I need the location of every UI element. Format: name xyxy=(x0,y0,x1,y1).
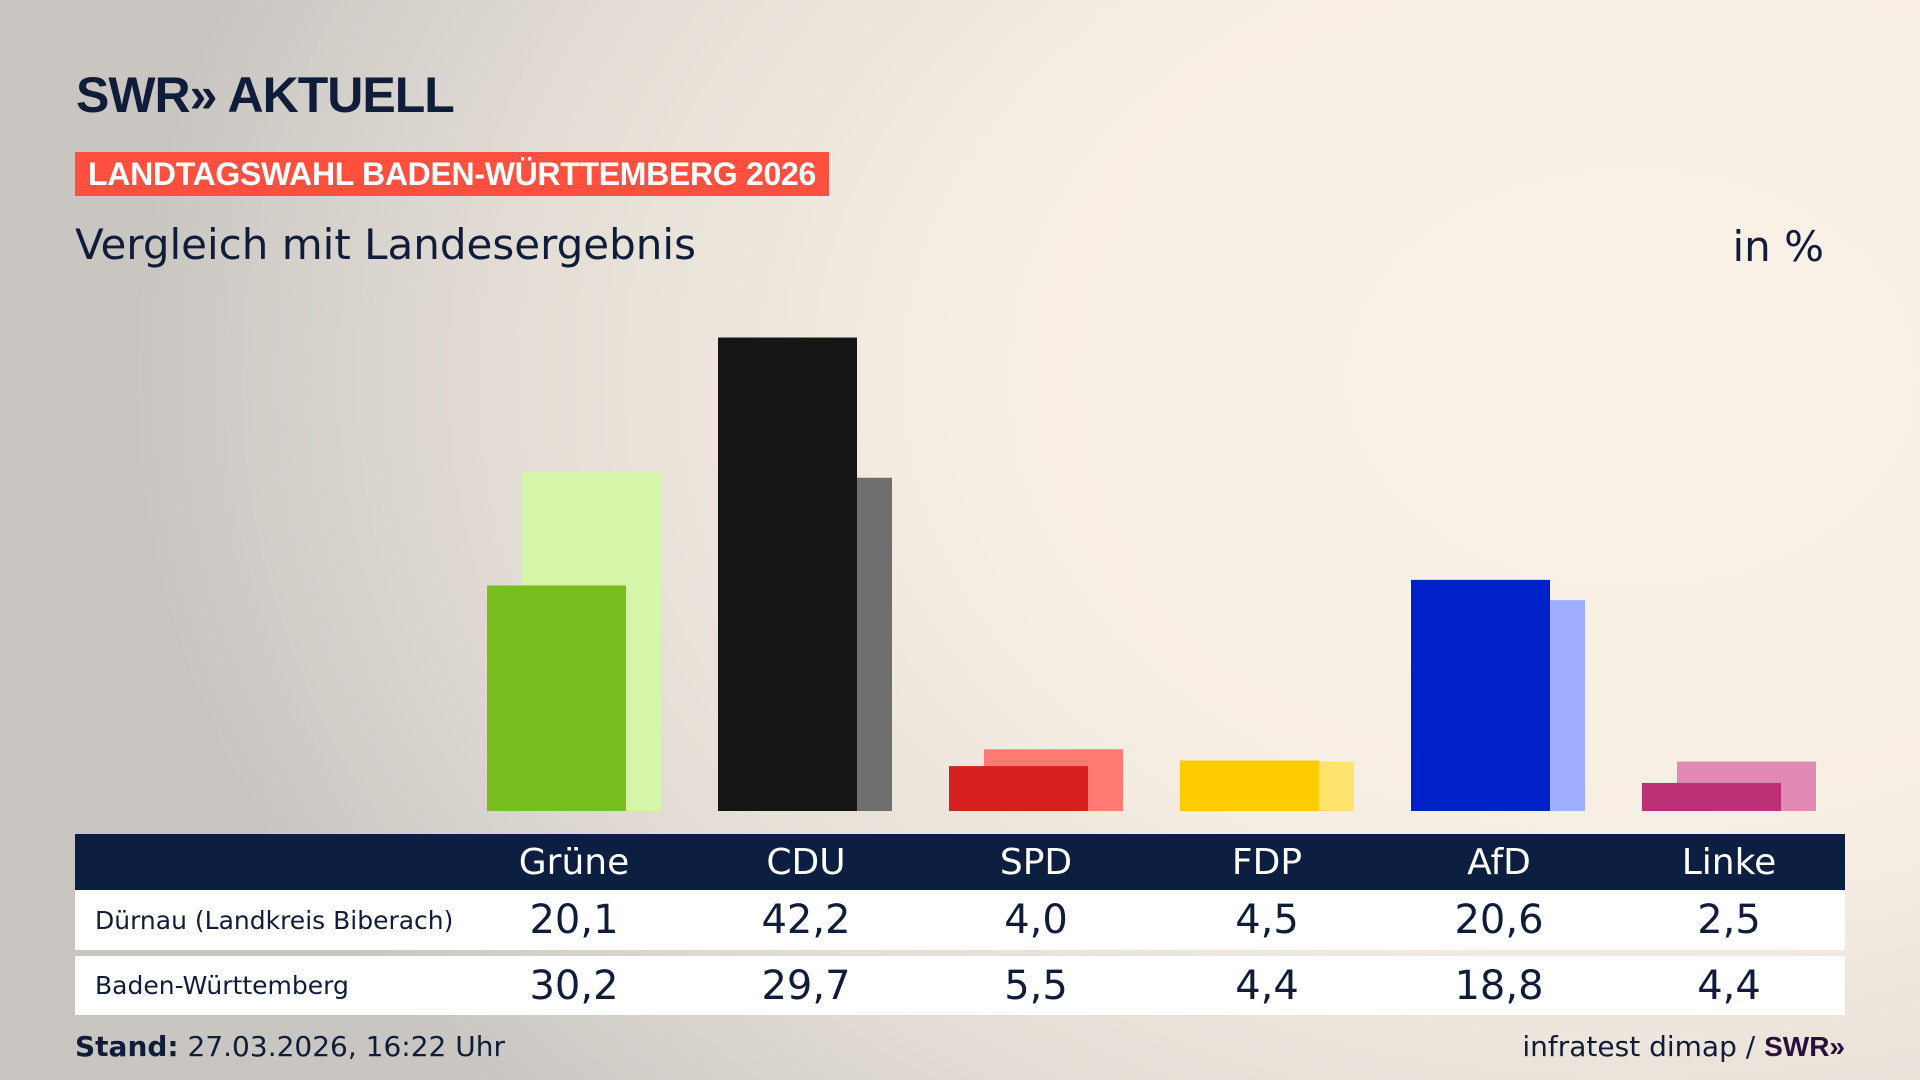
table-row: Dürnau (Landkreis Biberach) 20,1 42,2 4,… xyxy=(75,890,1845,950)
value-cell: 18,8 xyxy=(1454,962,1544,1009)
timestamp: Stand: 27.03.2026, 16:22 Uhr xyxy=(75,1030,505,1063)
bar-local-afd xyxy=(1411,579,1550,811)
source: infratest dimap / SWR» xyxy=(1522,1030,1845,1063)
bar-local-gruene xyxy=(487,585,626,811)
bar-local-cdu xyxy=(718,337,857,811)
unit-label: in % xyxy=(1732,222,1824,271)
bar-local-linke xyxy=(1642,782,1781,811)
bar-local-fdp xyxy=(1180,760,1319,811)
bar-local-spd xyxy=(949,766,1088,811)
col-header-linke: Linke xyxy=(1681,841,1777,883)
value-cell: 20,1 xyxy=(529,897,619,943)
value-cell: 4,5 xyxy=(1235,897,1299,943)
source-text: infratest dimap / xyxy=(1522,1030,1765,1063)
col-header-fdp: FDP xyxy=(1231,841,1303,883)
col-header-cdu: CDU xyxy=(766,841,846,883)
row-label: Baden-Württemberg xyxy=(95,971,349,1000)
value-cell: 20,6 xyxy=(1454,897,1544,943)
value-cell: 5,5 xyxy=(1004,962,1068,1009)
col-header-gruene: Grüne xyxy=(518,841,630,883)
table-header: Grüne CDU SPD FDP AfD Linke xyxy=(75,834,1845,890)
stand-label: Stand: xyxy=(75,1030,179,1063)
chart-subtitle: Vergleich mit Landesergebnis xyxy=(75,220,696,269)
row-label: Dürnau (Landkreis Biberach) xyxy=(95,905,454,935)
election-banner: LANDTAGSWAHL BADEN-WÜRTTEMBERG 2026 xyxy=(75,152,829,196)
table-row: Baden-Württemberg 30,2 29,7 5,5 4,4 18,8… xyxy=(75,956,1845,1015)
value-cell: 2,5 xyxy=(1697,897,1761,943)
swr-logo: SWR» xyxy=(1764,1031,1845,1062)
swr-aktuell-logo: SWR» AKTUELL xyxy=(76,67,455,123)
value-cell: 4,4 xyxy=(1235,962,1299,1009)
col-header-spd: SPD xyxy=(999,841,1073,883)
value-cell: 4,0 xyxy=(1004,897,1068,943)
value-cell: 4,4 xyxy=(1697,962,1761,1009)
col-header-afd: AfD xyxy=(1467,841,1531,883)
value-cell: 30,2 xyxy=(529,962,619,1009)
value-cell: 42,2 xyxy=(761,897,851,943)
stand-value: 27.03.2026, 16:22 Uhr xyxy=(187,1030,505,1063)
value-cell: 29,7 xyxy=(761,962,851,1009)
